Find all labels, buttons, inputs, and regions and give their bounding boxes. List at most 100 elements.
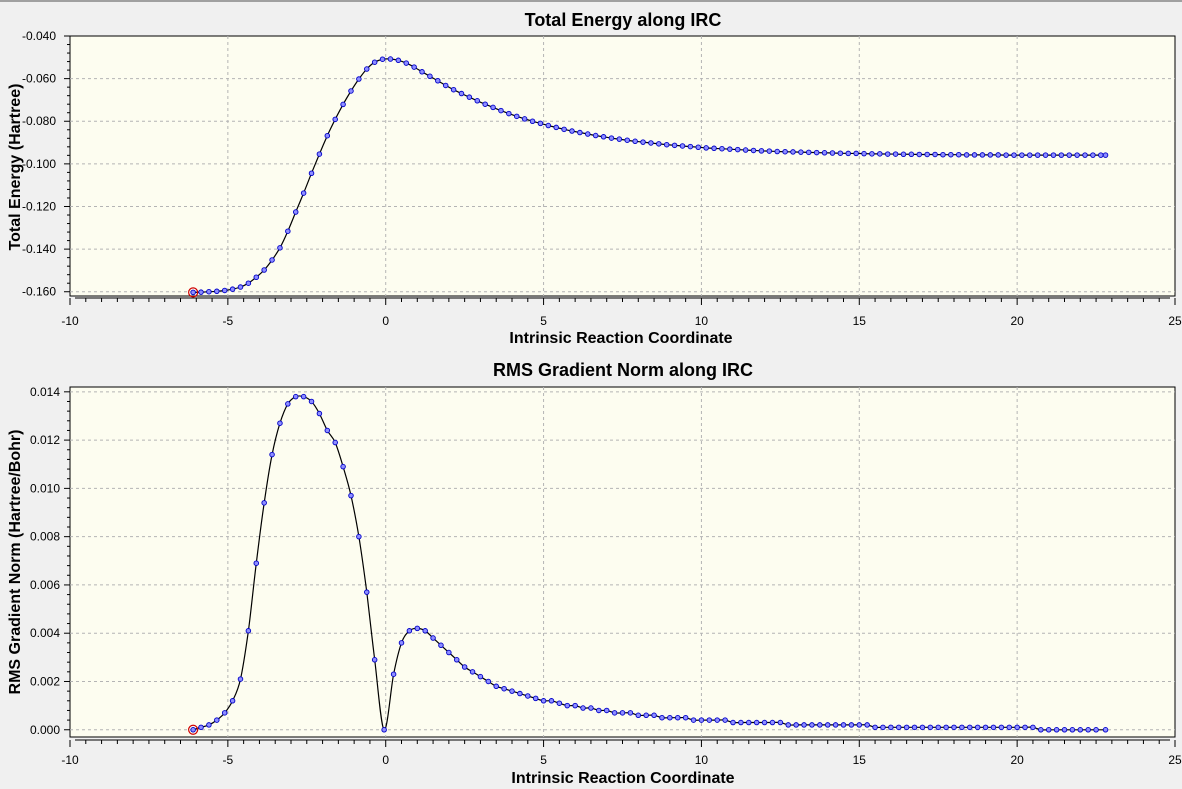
data-point[interactable] <box>269 257 275 263</box>
data-point[interactable] <box>706 717 713 723</box>
data-point[interactable] <box>817 722 823 728</box>
data-point[interactable] <box>809 722 815 728</box>
data-point[interactable] <box>813 149 820 156</box>
data-point[interactable] <box>1098 152 1104 158</box>
data-point[interactable] <box>580 705 586 711</box>
data-point[interactable] <box>603 707 610 714</box>
data-point[interactable] <box>675 714 681 721</box>
data-point[interactable] <box>1022 724 1028 731</box>
data-point[interactable] <box>1011 152 1017 158</box>
data-point[interactable] <box>611 710 618 716</box>
data-point[interactable] <box>682 714 689 721</box>
data-point[interactable] <box>501 685 507 692</box>
data-point[interactable] <box>198 724 204 731</box>
data-point[interactable] <box>990 724 997 731</box>
data-point[interactable] <box>572 702 578 709</box>
data-point[interactable] <box>237 676 244 682</box>
data-point[interactable] <box>340 463 346 470</box>
data-point[interactable] <box>869 151 875 157</box>
data-point[interactable] <box>987 152 994 158</box>
data-point[interactable] <box>1058 152 1065 158</box>
data-point[interactable] <box>540 698 547 704</box>
data-point[interactable] <box>292 393 299 400</box>
data-point[interactable] <box>340 101 346 108</box>
data-point[interactable] <box>245 628 252 634</box>
data-point[interactable] <box>221 710 228 716</box>
data-point[interactable] <box>517 690 523 697</box>
data-point[interactable] <box>1053 727 1060 733</box>
data-point[interactable] <box>285 401 291 407</box>
data-point[interactable] <box>190 289 196 296</box>
data-point[interactable] <box>924 151 930 158</box>
data-point[interactable] <box>253 560 260 566</box>
data-point[interactable] <box>371 657 378 663</box>
data-point[interactable] <box>698 717 705 723</box>
data-point[interactable] <box>229 286 236 292</box>
data-point[interactable] <box>782 148 788 155</box>
data-point[interactable] <box>908 151 915 158</box>
data-point[interactable] <box>995 152 1001 158</box>
data-point[interactable] <box>474 98 481 104</box>
data-point[interactable] <box>982 724 989 731</box>
data-point[interactable] <box>1090 152 1096 158</box>
data-point[interactable] <box>608 135 615 141</box>
current-point-marker[interactable] <box>188 724 199 735</box>
data-point[interactable] <box>537 120 544 127</box>
data-point[interactable] <box>801 722 807 728</box>
data-point[interactable] <box>332 116 338 123</box>
data-point[interactable] <box>356 76 362 82</box>
data-point[interactable] <box>687 143 694 150</box>
data-point[interactable] <box>845 150 851 157</box>
data-point[interactable] <box>1082 152 1088 158</box>
data-point[interactable] <box>1045 727 1052 733</box>
data-point[interactable] <box>848 722 855 728</box>
data-point[interactable] <box>316 410 323 417</box>
data-point[interactable] <box>974 724 981 731</box>
data-point[interactable] <box>948 151 954 158</box>
data-point[interactable] <box>919 724 926 731</box>
data-point[interactable] <box>469 669 476 675</box>
data-point[interactable] <box>300 393 307 400</box>
data-point[interactable] <box>427 73 433 80</box>
data-point[interactable] <box>585 131 591 137</box>
data-point[interactable] <box>940 151 946 158</box>
data-point[interactable] <box>777 719 784 726</box>
data-point[interactable] <box>746 719 752 726</box>
data-point[interactable] <box>553 124 559 131</box>
data-point[interactable] <box>364 589 370 595</box>
data-point[interactable] <box>364 66 370 72</box>
data-point[interactable] <box>979 152 986 158</box>
data-point[interactable] <box>509 688 515 694</box>
data-point[interactable] <box>911 724 918 731</box>
data-point[interactable] <box>1006 724 1013 731</box>
data-point[interactable] <box>245 280 252 286</box>
data-point[interactable] <box>900 151 907 158</box>
data-point[interactable] <box>521 116 528 122</box>
data-point[interactable] <box>829 150 836 156</box>
data-point[interactable] <box>742 147 749 153</box>
data-point[interactable] <box>916 151 923 158</box>
data-point[interactable] <box>738 719 744 726</box>
data-point[interactable] <box>419 69 425 75</box>
data-point[interactable] <box>379 56 386 62</box>
data-point[interactable] <box>711 145 717 152</box>
data-point[interactable] <box>506 110 512 117</box>
data-point[interactable] <box>624 137 630 143</box>
data-point[interactable] <box>943 724 949 731</box>
data-point[interactable] <box>485 678 492 685</box>
data-point[interactable] <box>513 113 520 120</box>
data-point[interactable] <box>935 724 941 731</box>
data-point[interactable] <box>493 683 499 690</box>
data-point[interactable] <box>348 88 354 94</box>
data-point[interactable] <box>832 722 839 728</box>
data-point[interactable] <box>1093 727 1099 733</box>
data-point[interactable] <box>253 274 260 280</box>
data-point[interactable] <box>261 500 267 506</box>
data-point[interactable] <box>1069 727 1076 733</box>
data-point[interactable] <box>643 712 649 719</box>
data-point[interactable] <box>769 719 776 726</box>
data-point[interactable] <box>1034 152 1041 158</box>
data-point[interactable] <box>1014 724 1020 731</box>
data-point[interactable] <box>422 628 428 634</box>
data-point[interactable] <box>600 134 607 140</box>
